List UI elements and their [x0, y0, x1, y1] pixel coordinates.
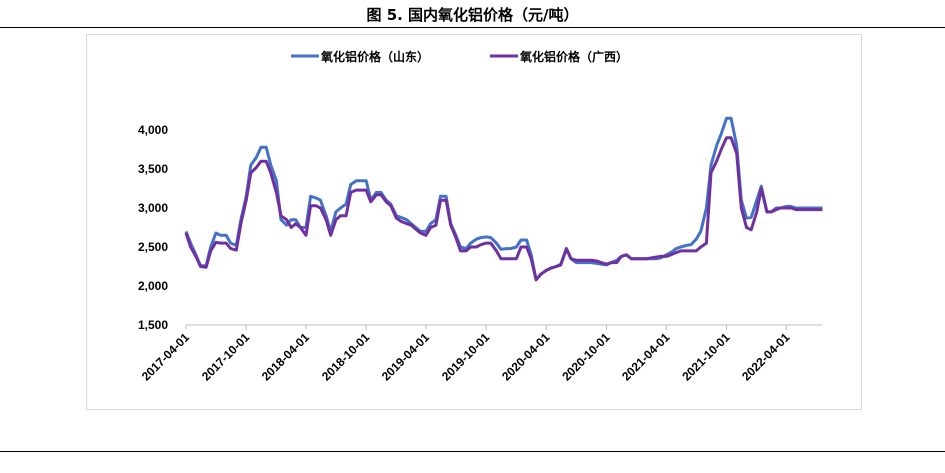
y-tick-label: 3,500 [138, 162, 168, 176]
series-line-guangxi [184, 136, 823, 282]
x-tick-label: 2021-04-01 [619, 330, 673, 384]
legend: 氧化铝价格（山东） 氧化铝价格（广西） [291, 49, 628, 64]
y-tick-label: 1,500 [138, 318, 168, 332]
x-tick-label: 2017-10-01 [199, 330, 253, 384]
y-tick-label: 2,000 [138, 279, 168, 293]
x-tick-label: 2020-04-01 [499, 330, 553, 384]
y-tick-label: 4,000 [138, 123, 168, 137]
x-tick-label: 2019-10-01 [439, 330, 493, 384]
x-tick-label: 2018-10-01 [319, 330, 373, 384]
y-axis: 1,500 2,000 2,500 3,000 3,500 4,000 [138, 123, 168, 332]
series-line-shandong [184, 116, 823, 282]
y-tick-label: 3,000 [138, 201, 168, 215]
chart-frame [86, 34, 862, 410]
series-lines [184, 116, 823, 282]
x-axis: 2017-04-01 2017-10-01 2018-04-01 2018-10-01… [139, 324, 823, 384]
x-tick-label: 2020-10-01 [559, 330, 613, 384]
y-tick-label: 2,500 [138, 240, 168, 254]
x-tick-label: 2022-04-01 [739, 330, 793, 384]
legend-label: 氧化铝价格（广西） [519, 49, 628, 64]
bottom-divider [0, 451, 945, 452]
x-tick-label: 2017-04-01 [139, 330, 193, 384]
x-tick-label: 2021-10-01 [679, 330, 733, 384]
x-tick-label: 2018-04-01 [259, 330, 313, 384]
title-divider [0, 27, 945, 28]
chart-title: 图 5. 国内氧化铝价格（元/吨） [366, 6, 579, 24]
x-tick-label: 2019-04-01 [379, 330, 433, 384]
legend-label: 氧化铝价格（山东） [320, 49, 429, 64]
